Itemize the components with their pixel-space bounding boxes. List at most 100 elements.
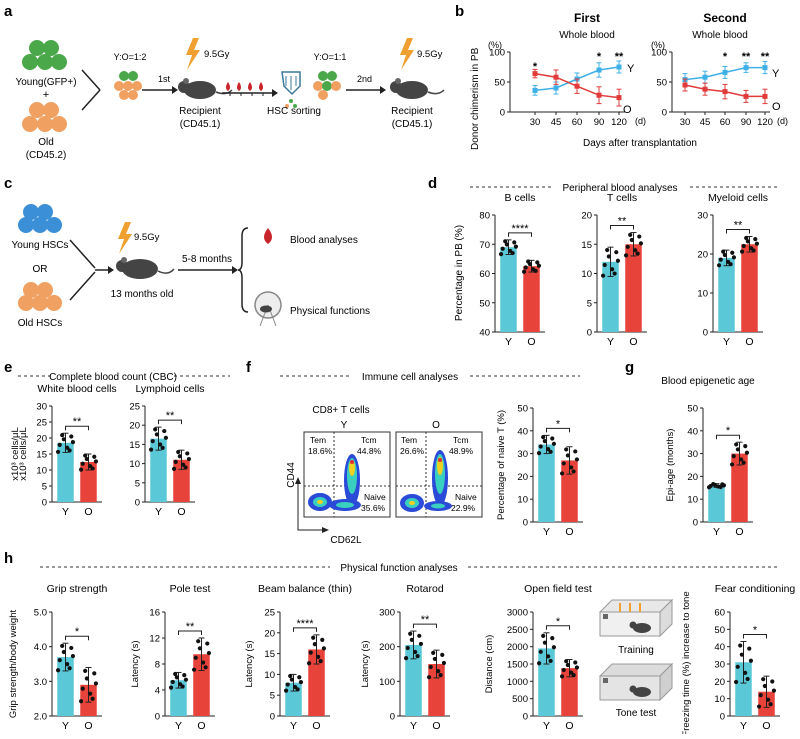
c-bolt-icon [118, 222, 132, 254]
young-hsc-icon [18, 204, 62, 233]
data-point [426, 675, 432, 680]
bar-y [538, 648, 555, 716]
blood-drops-icon [226, 82, 263, 91]
bar-y [602, 261, 619, 332]
data-point [743, 93, 749, 99]
significance-bracket [508, 232, 532, 237]
data-point [744, 235, 749, 241]
y-tick-label: 40 [687, 426, 698, 437]
significance-bracket [158, 419, 182, 425]
x-tick-label: Y [62, 506, 69, 518]
y-tick-label: 10 [687, 495, 698, 506]
first-transplant-label: 1st [158, 74, 171, 84]
data-point [57, 442, 62, 448]
significance-label: **** [296, 618, 314, 630]
y-tick-label: 0 [693, 518, 698, 529]
flow-axis-arrow-up [295, 477, 301, 484]
x-tick-label: Y [543, 526, 550, 538]
chart-h3: 0 5 10 15 20 25 Y O **** Beam balance (thin) Laten… [244, 583, 352, 732]
x-tick-label: O [432, 720, 440, 732]
data-point [739, 457, 744, 462]
x-tick-label: O [565, 720, 573, 732]
panel-letter-a: a [4, 3, 13, 20]
bar-y [735, 662, 752, 716]
data-point [573, 449, 578, 454]
flow-title: CD8+ T cells [312, 405, 369, 416]
data-point [83, 453, 88, 458]
data-point [561, 667, 566, 673]
data-point [721, 249, 726, 254]
o-tem-label: Tem [401, 435, 417, 445]
data-point [80, 461, 85, 466]
data-point [762, 65, 768, 71]
data-point [623, 253, 629, 258]
data-point [559, 471, 565, 476]
chart-title: White blood cells [37, 383, 116, 395]
data-point [538, 444, 543, 449]
data-point [90, 466, 95, 471]
data-point [542, 439, 547, 444]
data-point [417, 633, 422, 638]
x-tick-label: Y [607, 336, 614, 348]
bar-o [741, 244, 758, 332]
bar-o [523, 266, 540, 332]
chart-h5: 0 500 1000 1500 2000 2500 3000 Y O * Open field te… [484, 583, 592, 732]
y-tick-label: 30 [517, 449, 528, 460]
data-point [738, 643, 743, 648]
data-point [191, 667, 197, 672]
o-naive-label: Naive [455, 492, 477, 502]
chart-title: Beam balance (thin) [258, 583, 352, 595]
panel-letter-h: h [4, 550, 13, 567]
y-tick-label: 5.0 [34, 608, 47, 619]
data-point [283, 688, 289, 693]
data-point [206, 650, 212, 656]
significance-label: * [556, 616, 561, 628]
significance-label: ** [761, 51, 770, 63]
y-tick-label: 0 [523, 712, 528, 723]
data-point [432, 656, 437, 662]
data-point [573, 660, 578, 665]
y-axis-label: x10³ cells/μL [10, 427, 21, 481]
data-point [762, 93, 768, 99]
chart-h4: 0 100 200 300 Y O ** Rotarod Latency (s) [360, 583, 450, 732]
y-tick-label: 20 [581, 211, 592, 222]
x-tick-label: O [629, 336, 637, 348]
data-point [297, 675, 302, 680]
data-point [500, 246, 505, 251]
data-point [512, 240, 517, 245]
chart-f1: 0 10 20 30 40 50 Y O * Percentage of naive T (%) [496, 404, 583, 538]
data-point [92, 671, 97, 676]
data-point [60, 643, 65, 649]
data-point [158, 442, 163, 447]
y-tick-label: 40 [714, 642, 725, 653]
flow-plot-old [395, 431, 483, 518]
y-tick-label: 3.0 [34, 677, 47, 688]
young-gfp-label: Young(GFP+) [15, 77, 76, 88]
y-tick-label: 25 [36, 418, 47, 429]
y-tick-label: 20 [697, 250, 708, 261]
y-tick-label: 500 [512, 694, 528, 705]
data-point [538, 649, 543, 654]
y-tick-label: 2500 [507, 625, 528, 636]
running-wheel-icon [254, 291, 282, 327]
data-point [203, 665, 208, 670]
data-point [523, 265, 528, 270]
data-point [722, 69, 728, 75]
data-point [205, 641, 210, 646]
y-tick-label: 0 [500, 108, 505, 119]
data-point [718, 257, 723, 262]
data-point [93, 681, 99, 686]
y-tick-label: 0 [703, 328, 708, 339]
y-axis-label: Grip strength/body weight [8, 610, 19, 719]
c-duration-label: 5-8 months [182, 254, 232, 265]
data-point [504, 242, 509, 247]
e-y-axis-label: x10³ cells/μL [18, 427, 29, 481]
y-tcm-value: 44.8% [357, 446, 382, 456]
x-tick-label: O [745, 336, 753, 348]
data-point [431, 650, 436, 655]
c-arrow2-head [232, 266, 238, 274]
recipient-label-2: Recipient [391, 106, 433, 117]
data-point [550, 436, 555, 441]
y-tick-label: 20 [687, 472, 698, 483]
